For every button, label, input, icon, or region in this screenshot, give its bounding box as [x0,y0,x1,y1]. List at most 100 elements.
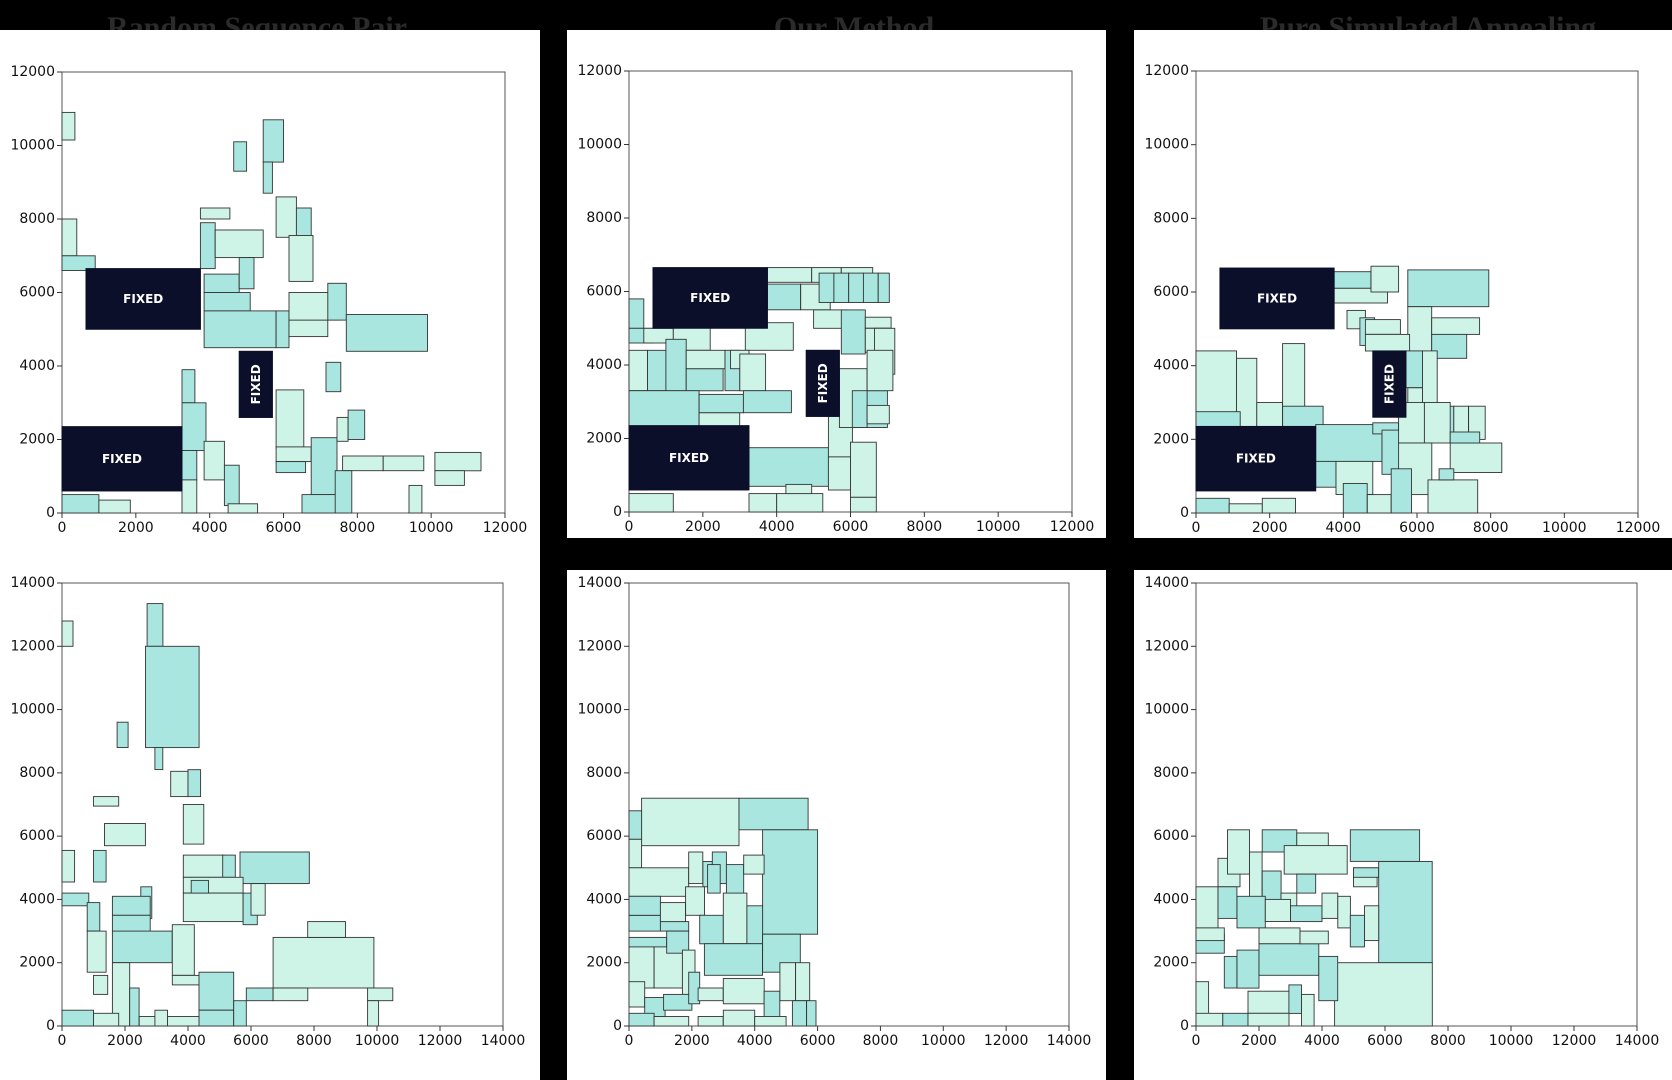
placed-block [766,267,813,283]
fixed-block [1195,425,1317,492]
x-tick-label: 8000 [1430,1033,1466,1049]
placed-block [1247,990,1290,1014]
y-tick-label: 8000 [586,210,622,226]
y-tick-label: 10000 [577,137,622,153]
placed-block [61,255,96,271]
placed-block [840,309,866,355]
placed-block [659,902,686,923]
placed-block [746,905,764,945]
y-tick-label: 4000 [19,358,55,374]
floorplan-chart-0-0: FIXED FIXED FIXED 0 2000 4000 6000 8000 10000 120… [10,64,527,536]
y-tick-label: 0 [46,505,55,521]
placed-block [791,1000,807,1027]
placed-block [295,207,312,238]
fixed-block-label: FIXED [816,363,830,403]
placed-block [262,119,284,163]
x-tick-label: 6000 [833,519,869,535]
placed-block [1195,1012,1224,1027]
x-tick-label: 14000 [1047,1033,1092,1049]
placed-block [1236,949,1260,989]
placed-block [866,404,890,425]
fixed-block [1372,350,1407,418]
placed-block [288,235,314,282]
placed-block [98,499,131,514]
y-tick-label: 6000 [19,828,55,844]
y-tick-label: 12000 [10,638,55,654]
placed-block [653,946,683,989]
y-tick-label: 8000 [1153,210,1189,226]
placed-block [203,292,251,312]
placed-block [61,892,90,907]
y-tick-label: 12000 [1144,63,1189,79]
placed-block [806,1000,817,1027]
x-tick-label: 12000 [483,520,528,536]
placed-block [628,349,648,392]
placed-block [93,796,120,807]
x-tick-label: 2000 [107,1033,143,1049]
placed-block [722,1009,756,1027]
placed-block [111,895,151,916]
placed-block [1431,333,1468,359]
placed-block [154,1009,168,1027]
placed-block [310,437,338,496]
placed-block [434,470,465,486]
placed-block [61,494,100,514]
placed-block [1296,873,1317,894]
placed-block [181,369,196,404]
y-tick-label: 10000 [1144,702,1189,718]
floorplan-chart-1-1: 0 2000 4000 6000 8000 10000 12000 14000 0 2000 400… [577,575,1091,1049]
x-tick-label: 10000 [976,519,1021,535]
y-tick-label: 0 [613,504,622,520]
placed-block [222,854,236,878]
placed-block [1349,829,1421,862]
placed-block [628,867,690,897]
placed-block [345,314,428,352]
y-tick-label: 6000 [1153,828,1189,844]
y-tick-label: 10000 [1144,137,1189,153]
placed-block [1264,898,1291,922]
placed-block [434,451,482,472]
fixed-block-label: FIXED [1236,452,1276,466]
placed-block [1195,886,1219,929]
placed-block [1195,411,1241,429]
placed-block [1449,442,1503,473]
placed-block [1407,269,1490,308]
placed-block [325,361,342,393]
placed-block [1366,494,1392,514]
placed-block [203,440,225,481]
x-tick-label: 12000 [418,1033,463,1049]
placed-block [722,978,765,1005]
placed-block [1227,829,1250,875]
y-tick-label: 4000 [586,891,622,907]
placed-block [864,316,892,329]
placed-block [877,272,890,303]
placed-block [1299,930,1329,945]
y-tick-label: 2000 [586,955,622,971]
placed-block [214,229,264,259]
placed-block [1353,867,1380,878]
placed-block [628,914,661,932]
y-tick-label: 4000 [1153,891,1189,907]
placed-block [1364,333,1411,352]
placed-block [659,921,690,932]
x-tick-label: 2000 [1252,520,1288,536]
fixed-block-label: FIXED [102,452,142,466]
placed-block [190,879,209,894]
placed-block [1333,271,1372,289]
placed-block [1431,317,1481,335]
placed-block [275,389,305,450]
y-tick-label: 12000 [577,63,622,79]
placed-block [275,446,312,463]
placed-block [628,298,645,329]
y-tick-label: 2000 [19,432,55,448]
x-tick-label: 8000 [296,1033,332,1049]
placed-block [342,455,384,472]
placed-block [697,987,724,1002]
placed-block [1261,870,1282,900]
y-tick-label: 10000 [10,138,55,154]
x-tick-label: 6000 [266,520,302,536]
x-tick-label: 12000 [1616,520,1661,536]
x-tick-label: 12000 [984,1033,1029,1049]
placed-block [1334,962,1433,1027]
placed-block [347,409,366,440]
